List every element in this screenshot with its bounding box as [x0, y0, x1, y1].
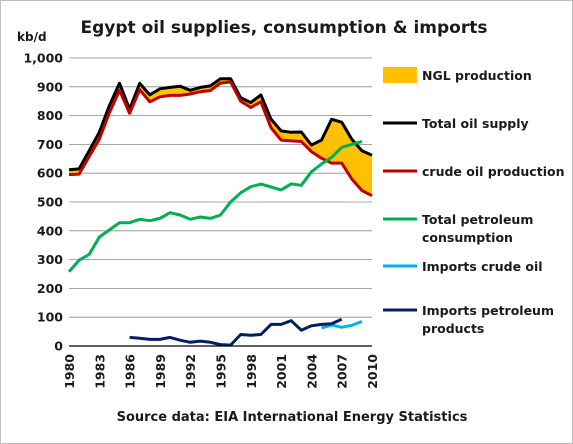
y-axis-unit: kb/d — [17, 30, 47, 44]
x-tick-label: 1995 — [214, 354, 229, 389]
source-note: Source data: EIA International Energy St… — [117, 410, 468, 425]
legend-item-total-petroleum-consumption: Total petroleum consumption — [383, 212, 533, 245]
x-tick-label: 1980 — [62, 354, 77, 389]
series-line-total-petroleum-consumption — [67, 140, 363, 273]
y-tick-label: 400 — [37, 223, 63, 238]
x-tick-label: 2010 — [365, 354, 380, 389]
legend-item-crude-oil-production: crude oil production — [383, 164, 564, 179]
legend-swatch — [383, 67, 417, 83]
y-axis-ticks: 0 100 200 300 400 500 600 700 800 900 1,000 — [23, 51, 63, 354]
x-tick-label: 1983 — [92, 354, 107, 389]
series-line-crude-oil-production — [68, 80, 373, 198]
x-tick-label: 2007 — [335, 354, 350, 389]
x-tick-label: 2004 — [304, 354, 319, 389]
y-tick-label: 800 — [37, 108, 63, 123]
legend-label: Imports crude oil — [422, 259, 543, 274]
x-tick-label: 1998 — [244, 354, 259, 389]
gridlines — [69, 57, 372, 318]
legend-label: Total oil supply — [422, 116, 529, 131]
legend-label: NGL production — [422, 68, 532, 83]
chart-title: Egypt oil supplies, consumption & import… — [81, 18, 488, 38]
legend-label: Total petroleum consumption — [422, 212, 533, 245]
y-tick-label: 200 — [37, 281, 63, 296]
y-tick-label: 900 — [37, 79, 63, 94]
x-tick-label: 1992 — [183, 354, 198, 389]
legend-item-ngl-production: NGL production — [383, 67, 532, 83]
legend: NGL production Total oil supply crude oil … — [383, 67, 564, 336]
series-line-imports-petroleum-products — [129, 317, 343, 347]
x-tick-label: 2001 — [274, 354, 289, 389]
x-tick-label: 1989 — [153, 354, 168, 389]
y-tick-label: 600 — [37, 166, 63, 181]
series-line-imports-crude-oil — [321, 320, 363, 330]
series-line-total-oil-supply — [68, 77, 373, 172]
series-lines — [67, 77, 373, 347]
legend-item-total-oil-supply: Total oil supply — [383, 116, 529, 131]
legend-item-imports-crude-oil: Imports crude oil — [383, 259, 543, 274]
x-axis-ticks: 1980 1983 1986 1989 1992 1995 1998 2001 2004 2007… — [62, 354, 380, 389]
legend-label: Imports petroleum products — [422, 303, 554, 336]
y-tick-label: 300 — [37, 252, 63, 267]
y-tick-label: 500 — [37, 195, 63, 210]
x-tick-label: 1986 — [123, 354, 138, 389]
y-tick-label: 1,000 — [23, 51, 63, 66]
y-tick-label: 100 — [37, 310, 63, 325]
y-tick-label: 700 — [37, 137, 63, 152]
legend-item-imports-petroleum-products: Imports petroleum products — [383, 303, 554, 336]
y-tick-label: 0 — [54, 339, 63, 354]
legend-label: crude oil production — [422, 164, 564, 179]
